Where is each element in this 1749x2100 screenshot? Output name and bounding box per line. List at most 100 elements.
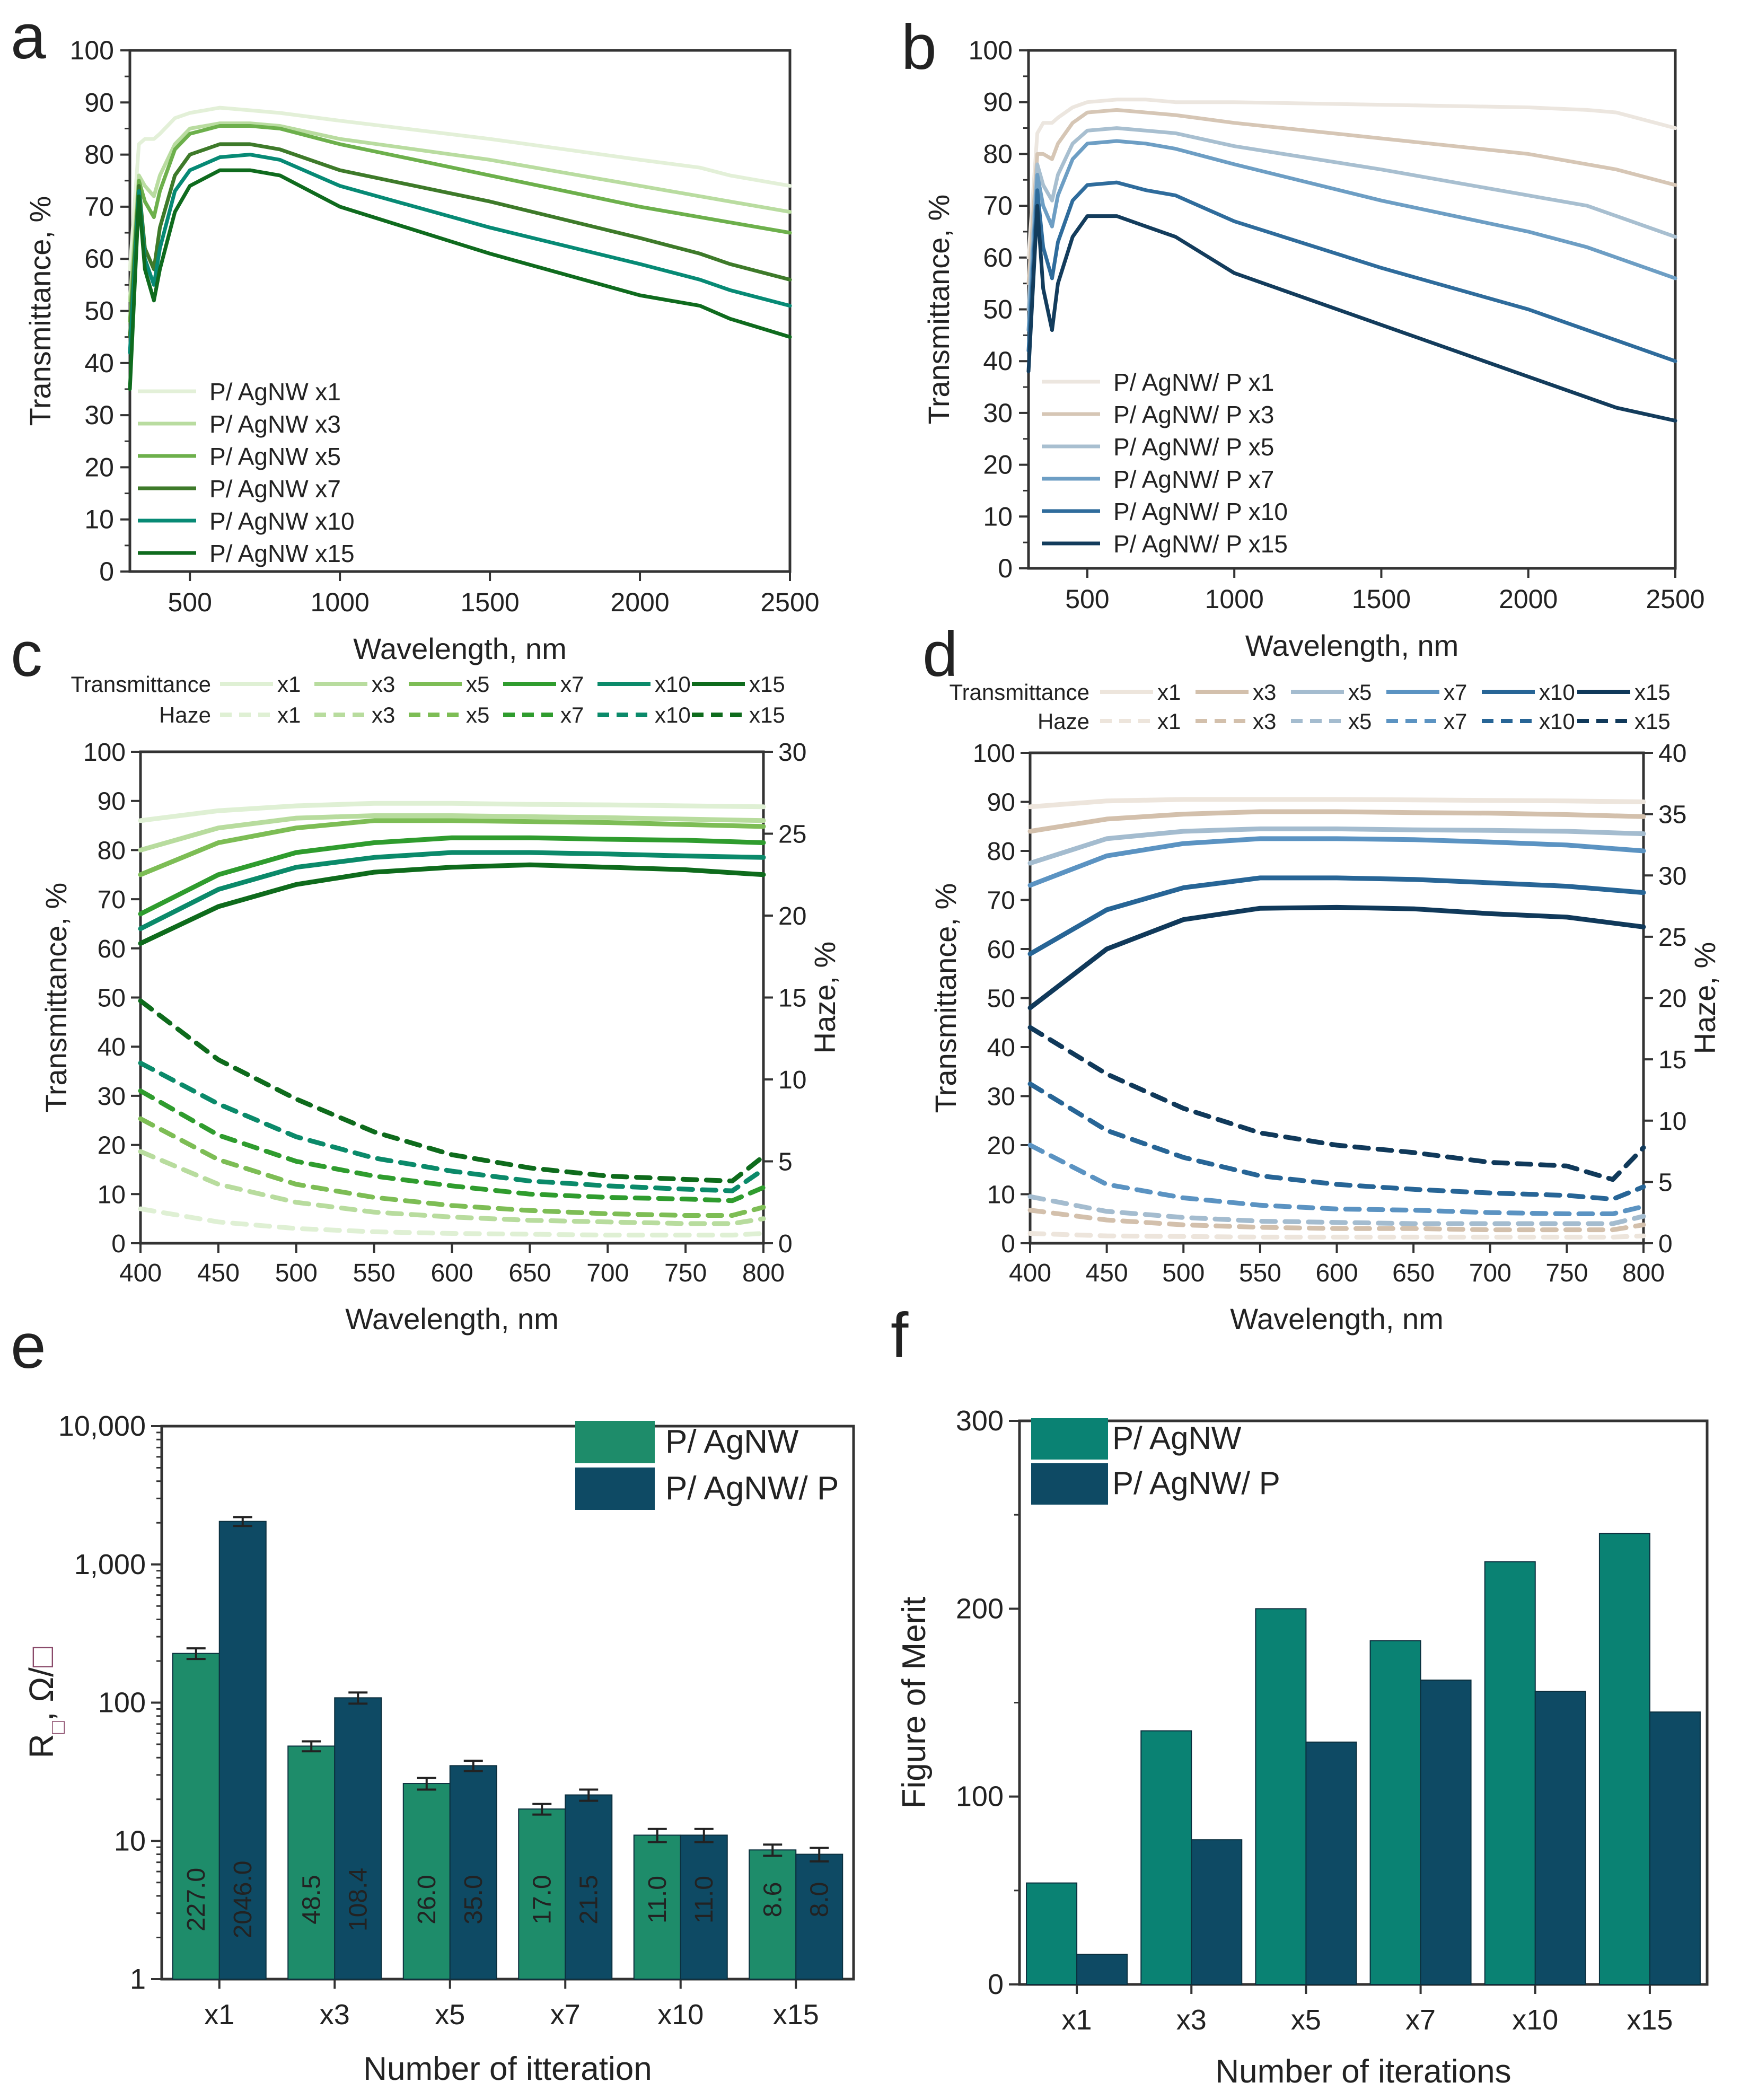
legend-label-d: x7 — [1444, 709, 1467, 734]
series-line-a-2 — [128, 124, 792, 323]
y-tick-label-d: 70 — [987, 887, 1015, 915]
data-label-e: 35.0 — [460, 1875, 488, 1924]
y-tick-label-c: 90 — [98, 788, 126, 816]
x-tick-label-a: 2000 — [610, 587, 669, 617]
y-axis-title-e-rest: , Ω/ — [22, 1667, 60, 1721]
y2-tick-label-d: 20 — [1658, 985, 1686, 1013]
bar-f-p-agnw — [1140, 1730, 1192, 1985]
x-tick-label-b: 1000 — [1205, 584, 1264, 614]
y-tick-label-b: 30 — [983, 398, 1013, 428]
x-tick-label-d: 550 — [1239, 1259, 1281, 1287]
legend-label-d: x15 — [1634, 680, 1671, 705]
y-tick-label-e: 10 — [114, 1825, 146, 1857]
legend-label-d: x1 — [1157, 709, 1181, 734]
x-tick-label-d: 800 — [1622, 1259, 1665, 1287]
data-label-e: 17.0 — [528, 1875, 556, 1924]
bar-f-p-agnw — [1369, 1640, 1421, 1985]
x-tick-label-c: 500 — [275, 1259, 318, 1287]
y-tick-label-d: 50 — [987, 985, 1015, 1013]
legend-label-c: x1 — [277, 672, 301, 697]
legend-label-f: P/ AgNW/ P — [1112, 1465, 1280, 1501]
haze-line-c-2 — [138, 1116, 766, 1218]
legend-label-b: P/ AgNW/ P x7 — [1113, 465, 1274, 493]
y2-tick-label-d: 0 — [1658, 1230, 1673, 1258]
legend-label-b: P/ AgNW/ P x15 — [1113, 530, 1288, 558]
legend-label-b: P/ AgNW/ P x10 — [1113, 498, 1288, 525]
y-tick-label-f: 200 — [956, 1593, 1004, 1624]
bar-e-p-agnw — [172, 1653, 220, 1980]
y-tick-label-c: 70 — [98, 886, 126, 914]
y-axis-title-c: Transmittance, % — [39, 883, 73, 1113]
legend-label-c: x1 — [277, 702, 301, 727]
transmittance-line-d-0 — [1027, 797, 1646, 810]
x-tick-label-e: x7 — [550, 1999, 581, 2031]
legend-swatch-f — [1031, 1463, 1108, 1505]
x-tick-label-d: 450 — [1086, 1259, 1128, 1287]
legend-label-d: x15 — [1634, 709, 1671, 734]
legend-label-b: P/ AgNW/ P x5 — [1113, 433, 1274, 461]
y-tick-label-b: 40 — [983, 346, 1013, 376]
series-line-a-3 — [128, 142, 792, 339]
legend-label-d: x5 — [1348, 709, 1372, 734]
y2-tick-label-c: 25 — [778, 821, 806, 849]
legend-label-a: P/ AgNW x5 — [209, 443, 341, 470]
x-tick-label-c: 750 — [664, 1259, 707, 1287]
y2-tick-label-c: 5 — [778, 1148, 793, 1176]
x-tick-label-d: 700 — [1469, 1259, 1511, 1287]
panel-label-d: d — [922, 619, 958, 690]
y2-tick-label-d: 5 — [1658, 1168, 1673, 1197]
y-tick-label-b: 60 — [983, 243, 1013, 273]
x-axis-title-b: Wavelength, nm — [1245, 629, 1459, 662]
legend-label-d: x10 — [1539, 680, 1575, 705]
legend-label-c: x10 — [655, 672, 691, 697]
x-tick-label-c: 550 — [353, 1259, 395, 1287]
y-axis-title-e-sub: □ — [46, 1721, 69, 1734]
y-axis-title-b: Transmittance, % — [922, 195, 955, 425]
y-axis-title-e: R□, Ω/□ — [22, 1647, 69, 1759]
x-tick-label-c: 650 — [508, 1259, 551, 1287]
y-tick-label-f: 100 — [956, 1781, 1004, 1813]
x-tick-label-a: 2500 — [760, 587, 819, 617]
y-tick-label-c: 100 — [83, 739, 126, 767]
x-tick-label-e: x5 — [435, 1999, 465, 2031]
legend-label-d: x7 — [1444, 680, 1467, 705]
transmittance-line-d-1 — [1027, 809, 1646, 834]
haze-line-d-5 — [1027, 1025, 1646, 1182]
haze-line-c-5 — [138, 998, 766, 1184]
x-tick-label-c: 600 — [430, 1259, 473, 1287]
series-line-a-0 — [128, 106, 792, 271]
x-tick-label-e: x1 — [204, 1999, 234, 2031]
bar-f-p-agnw-p — [1305, 1741, 1357, 1985]
y2-tick-label-d: 25 — [1658, 924, 1686, 952]
data-label-e: 48.5 — [297, 1875, 326, 1924]
y2-tick-label-d: 10 — [1658, 1108, 1686, 1136]
data-label-e: 11.0 — [690, 1876, 718, 1923]
y2-tick-label-c: 20 — [778, 902, 806, 930]
x-tick-label-b: 2000 — [1499, 584, 1558, 614]
x-axis-title-c: Wavelength, nm — [345, 1302, 559, 1335]
series-line-b-3 — [1026, 139, 1677, 332]
plot-area-d — [1029, 751, 1645, 1245]
legend-label-d: x3 — [1253, 709, 1276, 734]
transmittance-line-c-1 — [138, 813, 766, 853]
y-tick-label-c: 0 — [111, 1230, 126, 1258]
haze-line-c-0 — [138, 1206, 766, 1238]
series-line-a-5 — [128, 168, 792, 391]
x-tick-label-a: 500 — [168, 587, 212, 617]
bar-f-p-agnw-p — [1534, 1691, 1586, 1985]
legend-label-c: x10 — [655, 702, 691, 727]
legend-row-title-c: Haze — [159, 702, 211, 727]
x-tick-label-e: x3 — [320, 1999, 350, 2031]
y-axis-title-e-unit: □ — [22, 1647, 60, 1667]
y2-tick-label-d: 30 — [1658, 862, 1686, 890]
bar-e-p-agnw — [402, 1783, 451, 1980]
x-tick-label-b: 1500 — [1352, 584, 1411, 614]
legend-label-c: x15 — [749, 672, 785, 697]
legend-label-c: x3 — [372, 702, 395, 727]
y-tick-label-b: 70 — [983, 191, 1013, 221]
y-tick-label-c: 30 — [98, 1083, 126, 1111]
haze-line-d-3 — [1027, 1143, 1646, 1216]
y-tick-label-a: 10 — [84, 505, 114, 534]
y-axis-title-d: Transmittance, % — [929, 883, 962, 1113]
